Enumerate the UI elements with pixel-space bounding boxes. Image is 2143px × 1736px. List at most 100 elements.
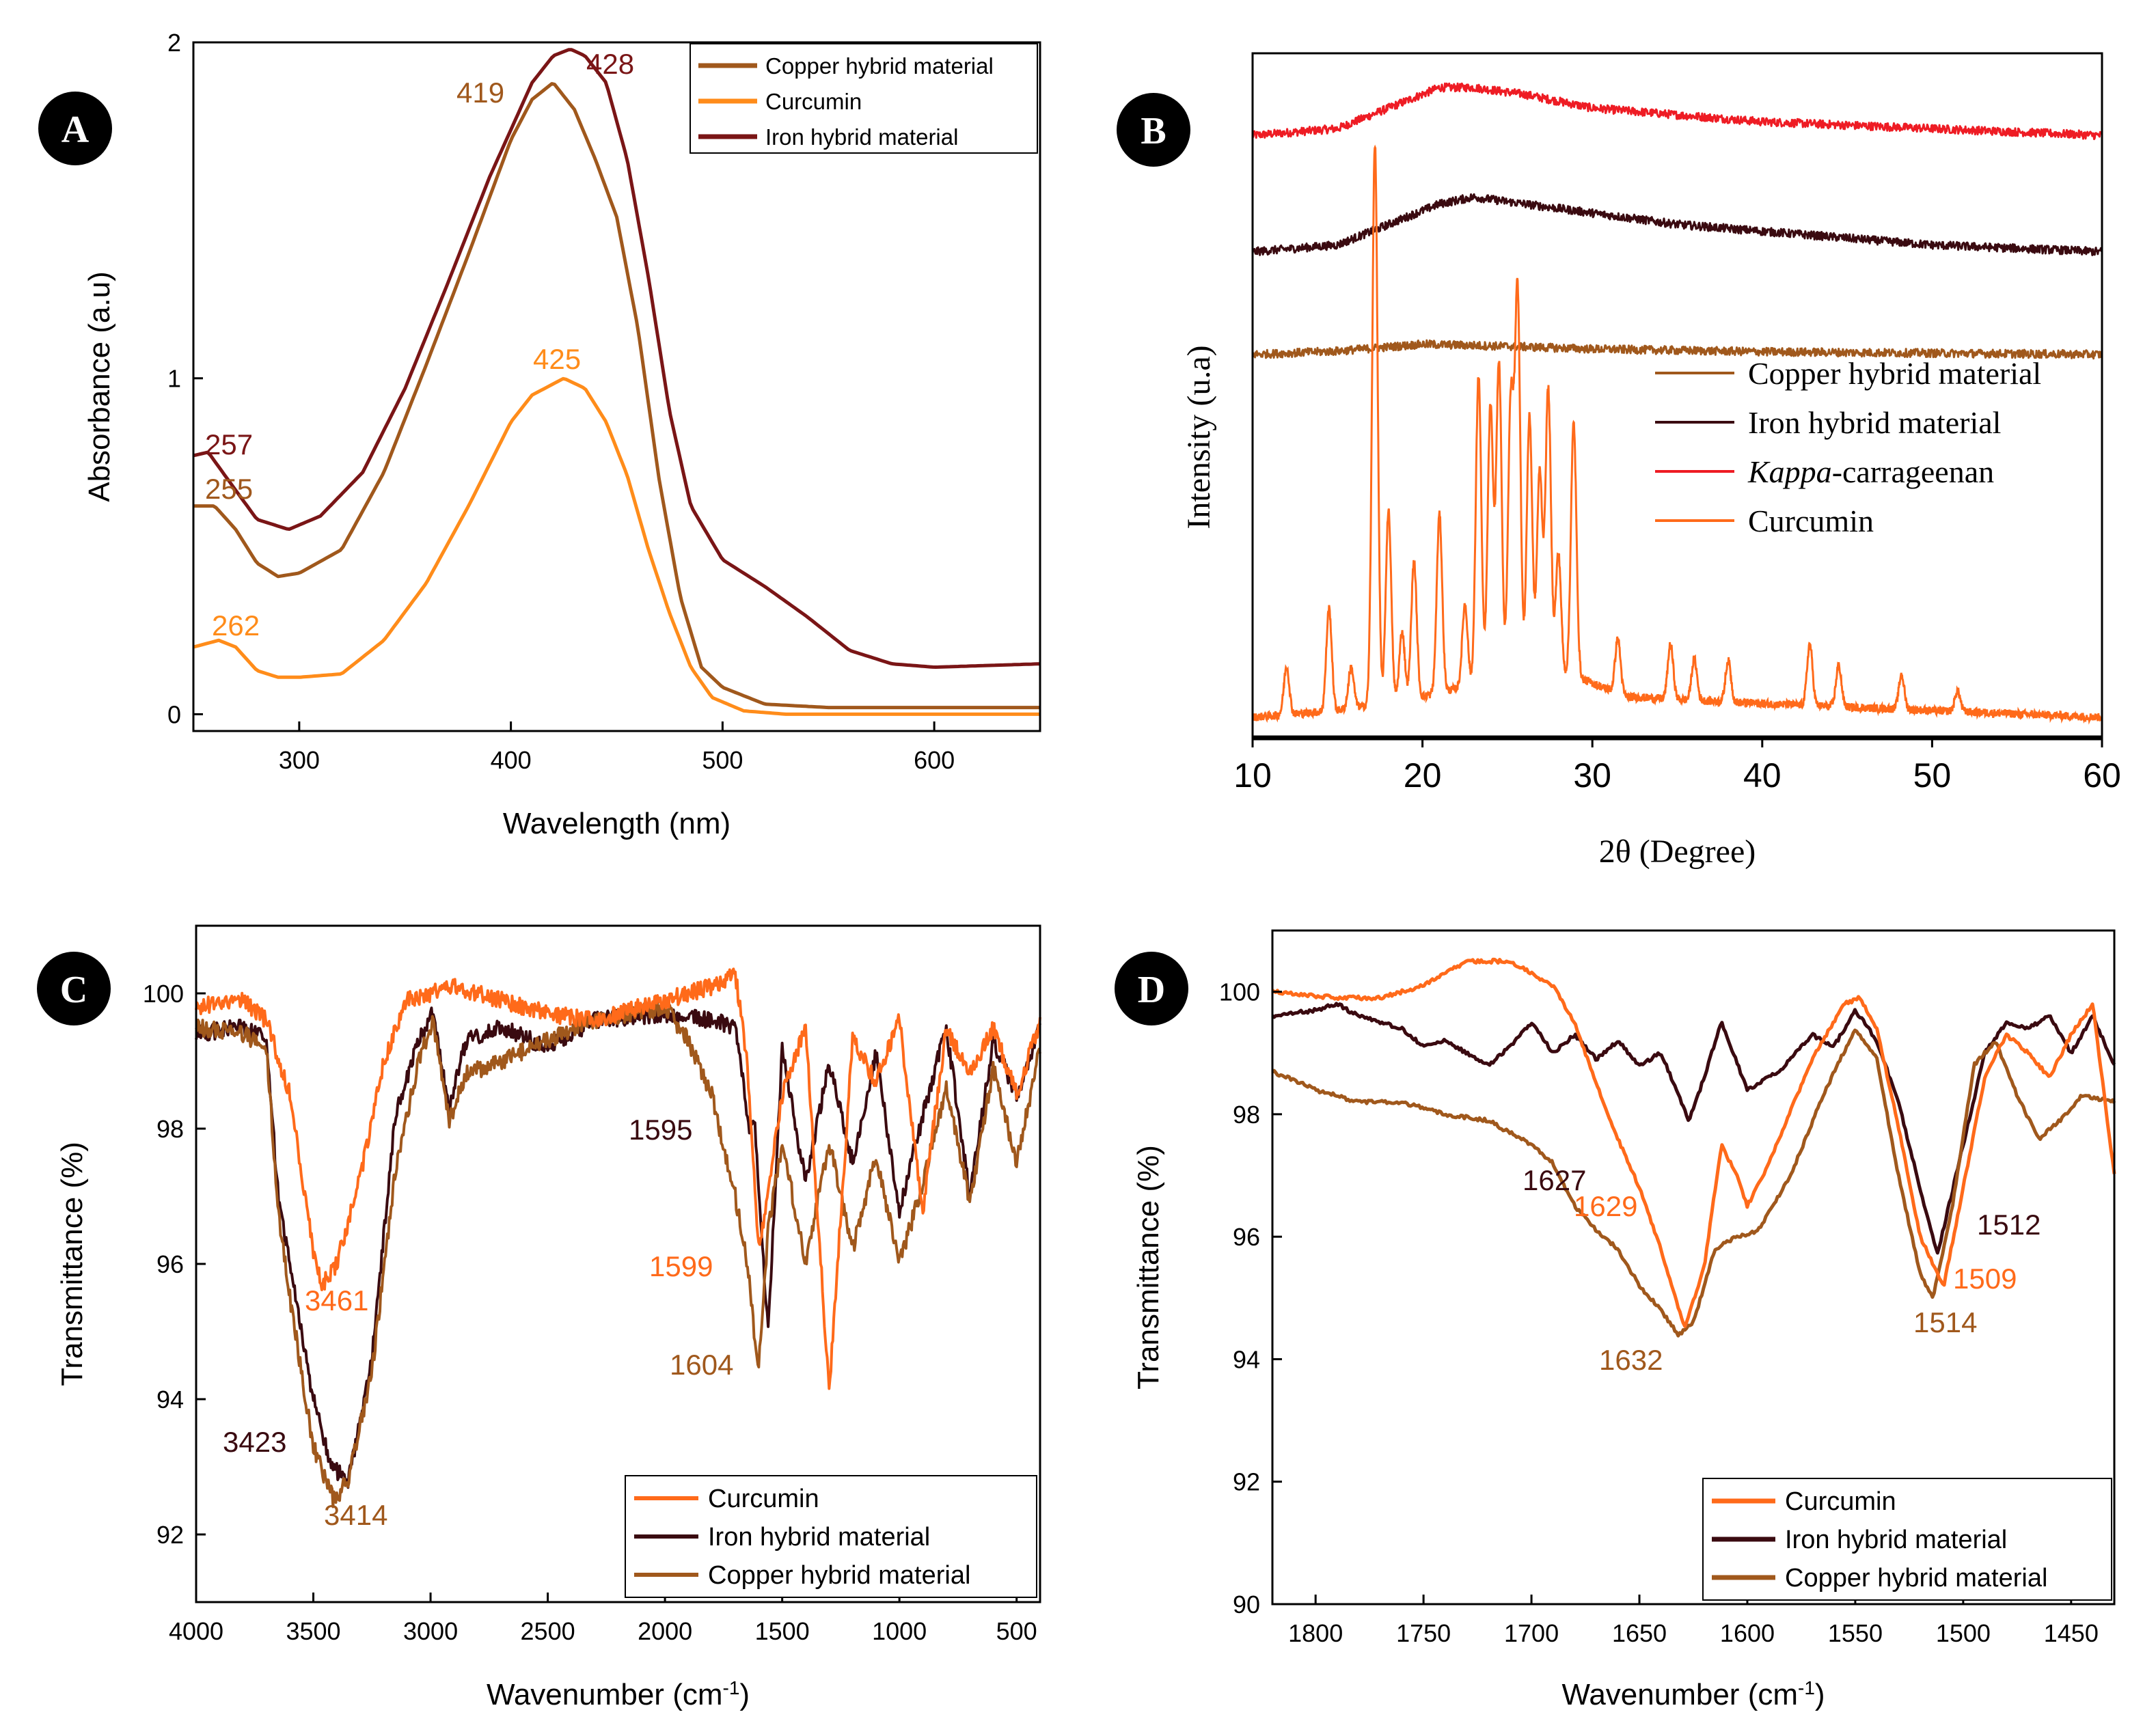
x-tick-label: 500 <box>996 1617 1037 1645</box>
x-tick-label: 2500 <box>521 1617 575 1645</box>
y-axis-label: Transmittance (%) <box>1132 1145 1165 1390</box>
y-tick-label: 100 <box>1219 978 1260 1006</box>
x-tick-label: 3500 <box>286 1617 340 1645</box>
legend-entry: Curcumin <box>1748 504 1874 538</box>
series-line <box>1251 82 2103 141</box>
x-tick-label: 20 <box>1404 756 1442 795</box>
peak-annotation: 1514 <box>1913 1306 1977 1338</box>
series-line <box>1252 339 2103 360</box>
y-tick-label: 96 <box>156 1250 184 1278</box>
series-line <box>1271 1002 2116 1255</box>
x-tick-label: 1450 <box>2044 1619 2099 1647</box>
legend-entry: Iron hybrid material <box>1748 405 2001 440</box>
y-tick-label: 92 <box>156 1521 184 1549</box>
panel-label-c: C <box>37 952 111 1025</box>
panel-label-badge <box>37 952 111 1025</box>
chart-panel-c: 4000 3500 3000 2500 2000 1500 1000 500 92 94 96 98 1… <box>55 924 1041 1712</box>
legend-entry: Copper hybrid material <box>765 53 994 79</box>
x-tick-label: 1500 <box>1936 1619 1991 1647</box>
x-tick-label: 500 <box>702 746 743 774</box>
series-line <box>193 48 1041 669</box>
peak-annotation: 1512 <box>1977 1209 2040 1241</box>
chart-panel-b: 10 20 30 40 50 60 2θ (Degree) Intensity (u.a) Co… <box>1181 52 2121 870</box>
legend-entry: Kappa-carrageenan <box>1747 454 1994 489</box>
plot-frame <box>192 41 1041 732</box>
series-line <box>195 999 1041 1508</box>
y-tick-label: 90 <box>1233 1590 1260 1618</box>
x-tick-label: 50 <box>1913 756 1952 795</box>
x-tick-label: 4000 <box>169 1617 223 1645</box>
legend-entry: Copper hybrid material <box>1785 1564 2047 1593</box>
legend-entry: Copper hybrid material <box>1748 356 2041 391</box>
x-tick-label: 1550 <box>1828 1619 1883 1647</box>
legend-entry: Copper hybrid material <box>708 1561 970 1590</box>
x-tick-label: 1700 <box>1504 1619 1559 1647</box>
x-tick-label: 600 <box>914 746 955 774</box>
peak-annotation: 425 <box>533 343 581 375</box>
x-tick-label: 400 <box>491 746 532 774</box>
panel-label-b: B <box>1117 93 1190 167</box>
legend: Curcumin Iron hybrid material Copper hybri… <box>1702 1478 2112 1601</box>
peak-annotation: 1627 <box>1523 1164 1586 1196</box>
x-tick-label: 1500 <box>755 1617 810 1645</box>
x-tick-label: 1000 <box>872 1617 927 1645</box>
axis-label-part: -1 <box>723 1677 740 1698</box>
axis-label-part: Wavenumber (cm <box>1561 1678 1798 1711</box>
x-tick-label: 30 <box>1573 756 1611 795</box>
peak-annotation: 419 <box>456 77 504 109</box>
plot-frame <box>1271 929 2116 1606</box>
axis-label-part: ) <box>1815 1678 1825 1711</box>
x-tick-label: 1800 <box>1288 1619 1343 1647</box>
y-tick-label: 96 <box>1233 1223 1260 1251</box>
legend-entry: Curcumin <box>708 1485 819 1513</box>
peak-annotation: 1599 <box>649 1250 713 1282</box>
peak-annotation: 257 <box>205 428 253 460</box>
peak-annotation: 3461 <box>305 1284 368 1317</box>
legend-entry: Curcumin <box>765 89 862 114</box>
y-tick-label: 0 <box>167 700 181 728</box>
series-line <box>1251 144 2103 725</box>
y-axis-label: Intensity (u.a) <box>1181 345 1217 529</box>
x-tick-label: 3000 <box>403 1617 458 1645</box>
panel-label-badge <box>38 92 112 165</box>
peak-annotation: 1604 <box>670 1349 733 1381</box>
x-tick-label: 40 <box>1743 756 1782 795</box>
panel-label-d: D <box>1115 952 1188 1025</box>
legend-entry: Iron hybrid material <box>765 124 958 150</box>
series-line <box>1271 957 2116 1328</box>
y-tick-label: 100 <box>143 980 184 1008</box>
y-tick-label: 92 <box>1233 1468 1260 1496</box>
x-tick-label: 10 <box>1233 756 1272 795</box>
peak-annotation: 428 <box>586 48 634 80</box>
legend: Copper hybrid material Iron hybrid materi… <box>1655 356 2041 538</box>
series-line <box>1271 1028 2116 1338</box>
x-tick-label: 1750 <box>1396 1619 1451 1647</box>
y-axis-label: Transmittance (%) <box>55 1142 89 1386</box>
peak-annotation: 1629 <box>1574 1190 1637 1222</box>
y-tick-label: 2 <box>167 29 181 57</box>
x-tick-label: 2000 <box>638 1617 692 1645</box>
legend: Copper hybrid material Curcumin Iron hybri… <box>690 43 1038 154</box>
series-line <box>193 82 1040 710</box>
series-line <box>193 376 1040 716</box>
legend-entry: Curcumin <box>1785 1487 1896 1516</box>
x-axis-label: 2θ (Degree) <box>1599 833 1756 870</box>
panel-label-badge <box>1115 952 1188 1025</box>
series-line <box>195 1004 1041 1489</box>
legend-entry: Iron hybrid material <box>1785 1526 2007 1554</box>
x-axis-label: Wavenumber (cm-1) <box>487 1677 750 1712</box>
axis-label-part: ) <box>739 1678 750 1711</box>
x-tick-label: 1650 <box>1612 1619 1667 1647</box>
panel-label-letter: A <box>62 109 90 151</box>
panel-label-badge <box>1117 93 1190 167</box>
chart-panel-d: 1800 1750 1700 1650 1600 1550 1500 1450 90 92 94 96… <box>1132 929 2116 1712</box>
panel-label-a: A <box>38 92 112 165</box>
y-tick-label: 94 <box>1233 1345 1260 1373</box>
peak-annotation: 3423 <box>223 1426 286 1458</box>
y-axis-label: Absorbance (a.u) <box>83 271 116 502</box>
legend-entry-rest: -carrageenan <box>1832 454 1994 489</box>
x-axis-label: Wavenumber (cm-1) <box>1561 1677 1825 1712</box>
series-line <box>195 967 1041 1390</box>
chart-panel-a: 300 400 500 600 0 1 2 Wavelength (nm) Absorbance… <box>83 29 1041 840</box>
y-tick-label: 98 <box>1233 1101 1260 1129</box>
